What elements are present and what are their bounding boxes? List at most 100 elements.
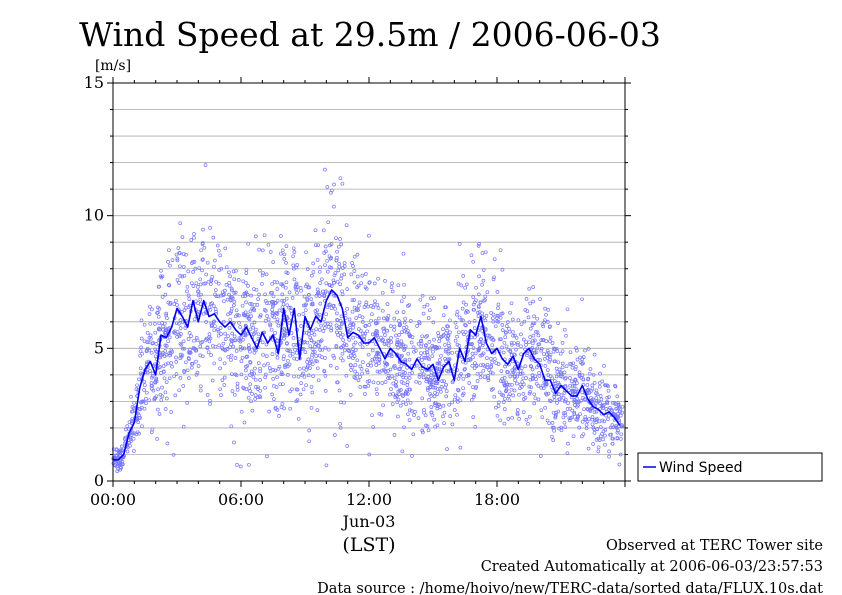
data-point: [507, 392, 512, 396]
data-point: [601, 437, 605, 442]
data-point: [486, 378, 491, 382]
data-point: [127, 420, 132, 425]
data-point: [192, 235, 196, 240]
data-point: [213, 307, 218, 311]
data-point: [539, 408, 544, 413]
data-point: [409, 340, 414, 345]
plot-frame: [112, 82, 626, 482]
data-point: [397, 372, 402, 376]
data-point: [383, 380, 388, 384]
data-point: [322, 293, 326, 298]
data-point: [407, 418, 412, 422]
data-point: [240, 355, 245, 360]
data-point: [172, 329, 177, 334]
data-point: [350, 298, 355, 303]
x-tick-label: 18:00: [474, 490, 520, 509]
data-point: [389, 387, 393, 391]
data-point: [476, 314, 481, 318]
data-point: [562, 420, 567, 425]
data-point: [498, 418, 503, 423]
data-point: [412, 413, 416, 417]
data-point: [244, 368, 248, 373]
data-point: [578, 355, 582, 360]
data-point: [481, 298, 486, 303]
data-point: [593, 418, 597, 423]
data-point: [478, 300, 483, 305]
data-point: [403, 370, 407, 375]
data-point: [332, 182, 336, 187]
data-point: [231, 269, 236, 274]
data-point: [325, 305, 330, 310]
data-point: [514, 381, 519, 386]
data-point: [323, 289, 328, 294]
data-point: [464, 302, 468, 307]
data-point: [466, 357, 471, 362]
data-point: [150, 341, 155, 346]
y-axis-unit-label: [m/s]: [95, 58, 131, 74]
data-point: [560, 341, 565, 345]
data-point: [335, 380, 340, 385]
data-point: [135, 430, 140, 435]
data-point: [508, 349, 513, 353]
data-point: [315, 366, 320, 371]
data-point: [166, 260, 170, 264]
data-point: [471, 355, 475, 360]
data-point: [251, 307, 256, 311]
data-point: [230, 331, 235, 336]
data-point: [572, 412, 577, 416]
data-point: [220, 290, 225, 295]
data-point: [187, 331, 192, 335]
data-point: [351, 356, 355, 360]
data-point: [561, 411, 566, 416]
data-point: [381, 338, 385, 342]
data-point: [329, 328, 334, 333]
data-point: [417, 320, 422, 324]
data-point: [365, 329, 369, 334]
data-point: [616, 424, 621, 429]
data-point: [330, 188, 334, 193]
data-point: [338, 425, 343, 430]
data-point: [320, 347, 325, 352]
data-point: [546, 351, 551, 355]
data-point: [129, 420, 134, 425]
data-point: [142, 339, 147, 344]
data-point: [183, 326, 188, 330]
data-point: [184, 252, 188, 257]
data-point: [496, 400, 501, 405]
data-point: [382, 342, 387, 346]
data-point: [396, 345, 401, 350]
data-point: [309, 331, 314, 335]
data-point: [307, 292, 311, 297]
data-point: [555, 401, 559, 405]
data-point: [580, 390, 585, 395]
data-point: [442, 421, 446, 426]
data-point: [301, 312, 306, 316]
data-point: [423, 355, 428, 360]
data-point: [418, 297, 423, 302]
data-point: [195, 285, 200, 289]
data-point: [439, 335, 444, 339]
data-point: [436, 361, 441, 366]
data-point: [411, 345, 416, 350]
data-point: [189, 334, 193, 338]
data-point: [166, 361, 170, 366]
data-point: [401, 310, 406, 314]
data-point: [216, 327, 220, 332]
data-point: [369, 318, 373, 323]
data-point: [351, 342, 356, 347]
data-point: [218, 326, 223, 330]
data-point: [177, 281, 181, 285]
data-point: [376, 306, 381, 310]
data-point: [180, 346, 185, 351]
data-point: [401, 394, 405, 398]
data-point: [360, 273, 365, 278]
data-point: [186, 356, 191, 360]
data-point: [572, 410, 577, 415]
data-point: [402, 282, 406, 287]
data-point: [338, 237, 342, 241]
data-point: [249, 399, 253, 404]
data-point: [433, 403, 437, 407]
data-point: [200, 268, 204, 273]
data-point: [414, 363, 419, 368]
data-point: [191, 270, 195, 274]
